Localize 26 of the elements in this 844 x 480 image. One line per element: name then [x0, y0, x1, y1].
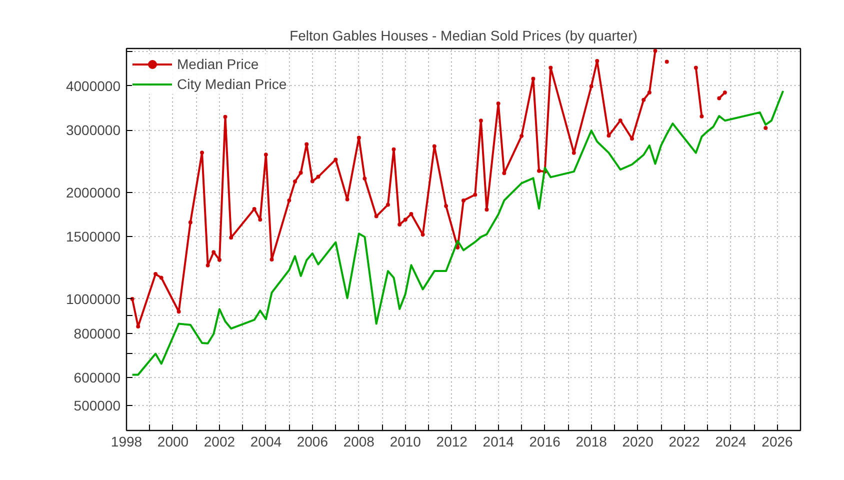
- legend-label: City Median Price: [177, 76, 287, 92]
- x-tick-label: 2002: [204, 434, 236, 450]
- x-tick-label: 2010: [390, 434, 422, 450]
- x-tick-label: 2014: [482, 434, 514, 450]
- x-tick-label: 2012: [436, 434, 468, 450]
- x-tick-label: 2024: [715, 434, 747, 450]
- x-tick-label: 2022: [668, 434, 700, 450]
- x-tick-label: 2016: [529, 434, 561, 450]
- chart-title: Felton Gables Houses - Median Sold Prices (by quarter): [290, 28, 638, 44]
- x-tick-label: 1998: [110, 434, 142, 450]
- x-tick-label: 2020: [622, 434, 654, 450]
- y-tick-label: 4000000: [66, 78, 121, 94]
- x-tick-label: 2018: [576, 434, 608, 450]
- y-tick-label: 2000000: [66, 184, 121, 200]
- y-tick-label: 3000000: [66, 122, 121, 138]
- y-tick-label: 800000: [74, 325, 121, 342]
- y-tick-label: 1000000: [66, 290, 121, 307]
- y-tick-label: 600000: [74, 369, 121, 386]
- x-tick-label: 2008: [343, 434, 375, 450]
- x-tick-label: 2000: [157, 434, 189, 450]
- x-tick-label: 2006: [296, 434, 328, 450]
- y-tick-label: 1500000: [66, 228, 121, 245]
- x-tick-label: 2026: [762, 434, 794, 450]
- legend-label: Median Price: [177, 56, 259, 72]
- y-tick-label: 500000: [74, 398, 121, 414]
- x-tick-label: 2004: [250, 434, 282, 450]
